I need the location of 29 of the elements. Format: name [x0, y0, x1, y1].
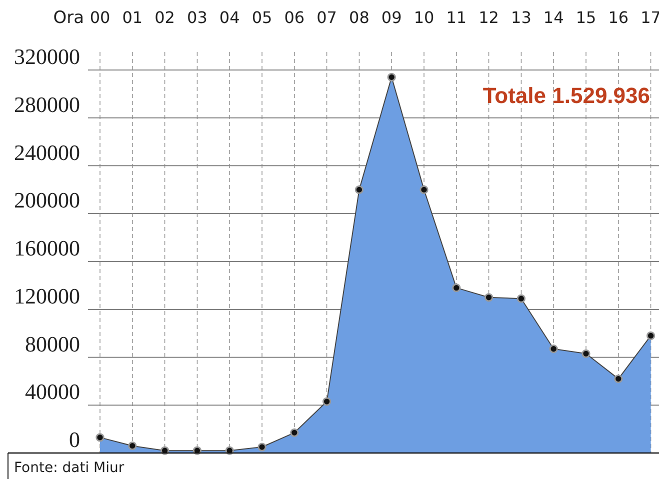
x-tick-label: 00: [90, 8, 110, 27]
x-tick-label: 03: [187, 8, 208, 27]
x-tick-label: 08: [349, 8, 370, 27]
x-tick-label: 01: [122, 8, 143, 27]
x-tick-label: 05: [252, 8, 272, 27]
x-tick-label: 07: [316, 8, 337, 27]
x-tick-label: 12: [478, 8, 499, 27]
x-tick-label: 06: [284, 8, 305, 27]
source-note: Fonte: dati Miur: [14, 460, 124, 476]
y-tick-label: 160000: [14, 236, 80, 260]
y-tick-label: 120000: [14, 283, 80, 308]
y-tick-label: 280000: [14, 92, 80, 117]
x-tick-label: 04: [219, 8, 240, 27]
x-tick-label: 15: [576, 8, 596, 27]
x-tick-label: 13: [511, 8, 532, 27]
x-axis-title: Ora: [53, 8, 84, 28]
x-tick-label: 02: [154, 8, 175, 27]
y-tick-label: 0: [69, 427, 80, 452]
annotation: Totale 1.529.936: [482, 83, 650, 108]
y-tick-label: 320000: [14, 44, 80, 69]
y-tick-label: 80000: [25, 331, 80, 356]
x-tick-label: 09: [381, 8, 402, 27]
y-tick-label: 40000: [25, 379, 80, 404]
y-tick-label: 240000: [14, 140, 80, 165]
x-tick-label: 14: [543, 8, 564, 27]
x-tick-label: 10: [414, 8, 434, 27]
x-tick-label: 11: [446, 8, 467, 27]
y-tick-label: 200000: [14, 188, 80, 213]
x-tick-label: 16: [608, 8, 629, 27]
